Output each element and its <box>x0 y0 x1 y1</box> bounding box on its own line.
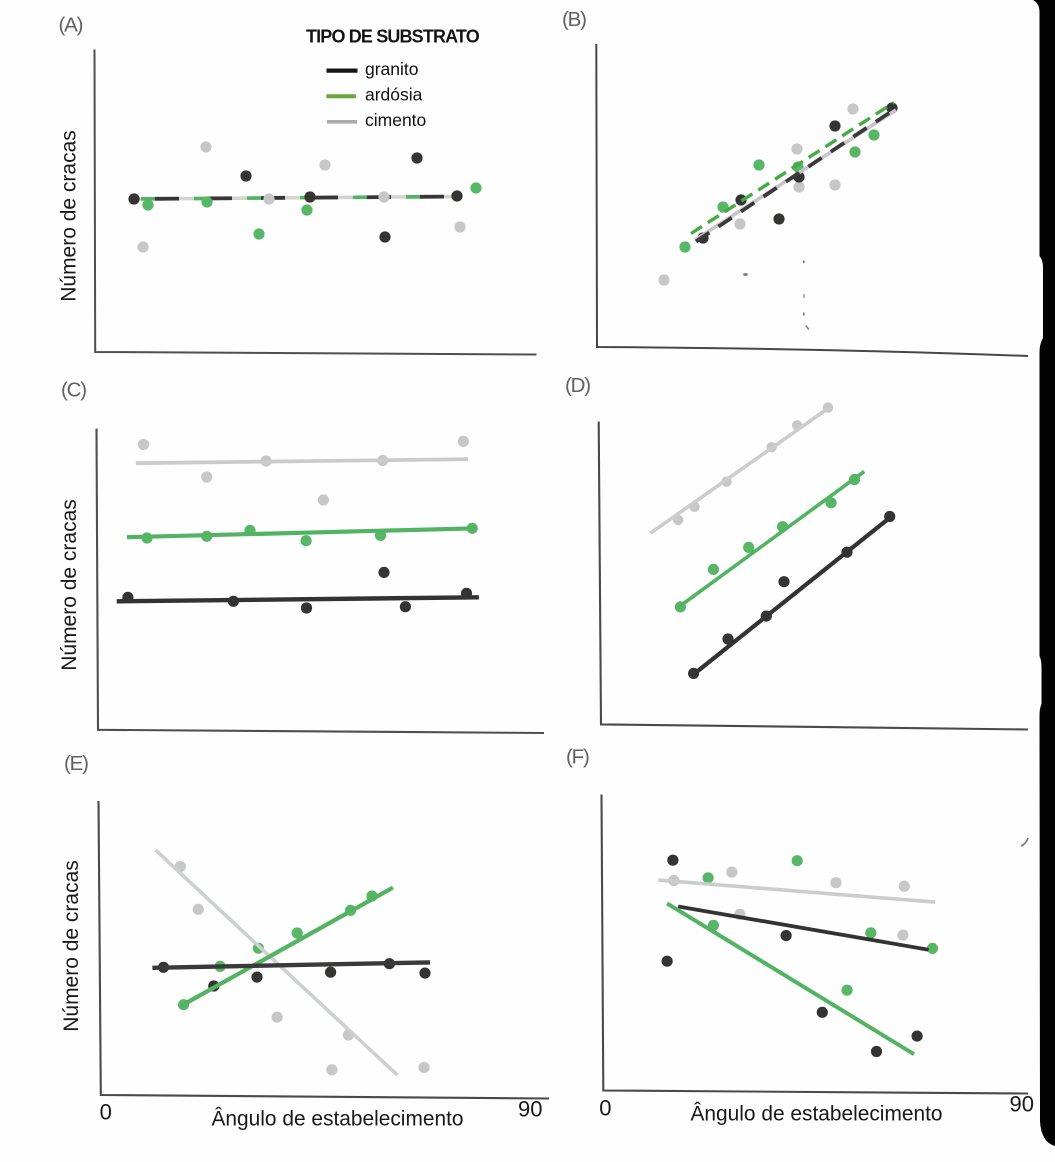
svg-text:(A): (A) <box>59 14 83 37</box>
svg-text:Número de cracas: Número de cracas <box>58 499 81 671</box>
svg-text:90: 90 <box>1009 1092 1033 1117</box>
svg-text:TIPO DE SUBSTRATO: TIPO DE SUBSTRATO <box>306 26 480 46</box>
svg-text:0: 0 <box>100 1100 112 1125</box>
svg-text:Ângulo de estabelecimento: Ângulo de estabelecimento <box>690 1103 942 1126</box>
svg-text:Número de cracas: Número de cracas <box>58 130 81 302</box>
svg-text:granito: granito <box>365 59 419 79</box>
svg-text:90: 90 <box>518 1097 542 1122</box>
svg-text:Ângulo de estabelecimento: Ângulo de estabelecimento <box>211 1108 463 1131</box>
svg-text:0: 0 <box>599 1095 611 1120</box>
svg-text:(D): (D) <box>565 374 590 397</box>
svg-text:(F): (F) <box>566 746 589 769</box>
svg-text:(C): (C) <box>61 379 86 402</box>
svg-text:ardósia: ardósia <box>365 85 423 105</box>
svg-text:(E): (E) <box>64 752 88 775</box>
svg-text:cimento: cimento <box>365 110 426 130</box>
svg-text:(B): (B) <box>562 8 586 31</box>
svg-text:Número de cracas: Número de cracas <box>60 860 83 1032</box>
